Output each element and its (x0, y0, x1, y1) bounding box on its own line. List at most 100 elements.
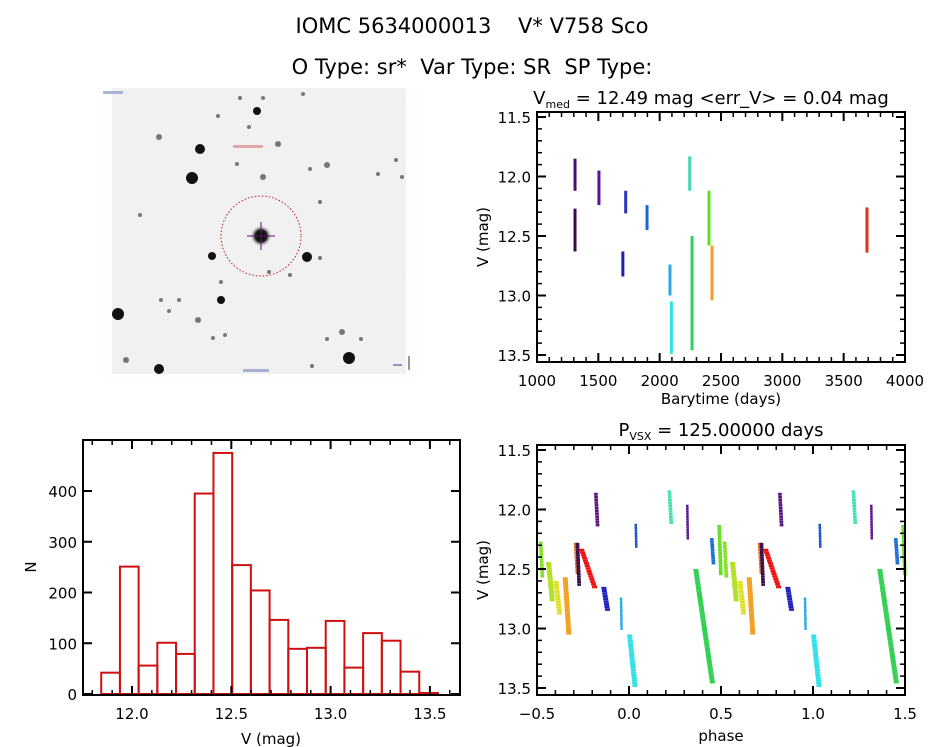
phase-point (585, 567, 591, 570)
phase-point (870, 528, 873, 532)
phase-plot-ylabel: V (mag) (474, 540, 492, 600)
phase-point (749, 626, 755, 630)
phase-point (717, 530, 722, 533)
phase-point (577, 577, 581, 581)
phase-point (575, 550, 580, 554)
phase-point (778, 506, 783, 510)
phase-point (595, 520, 600, 524)
histogram-ylabel: N (22, 561, 40, 572)
x-tick-label: 4000 (886, 372, 924, 390)
phase-point (634, 529, 638, 532)
phase-point (601, 589, 607, 593)
phase-point (887, 637, 893, 641)
phase-point (583, 561, 589, 565)
phase-point (619, 600, 623, 603)
phase-point (694, 576, 700, 580)
field-star (302, 252, 312, 262)
phase-point (895, 559, 900, 562)
phase-point (813, 652, 819, 656)
phase-point (697, 599, 703, 603)
phase-point (733, 598, 739, 602)
histogram-bar (362, 632, 383, 695)
phase-point (718, 546, 722, 549)
phase-point (555, 600, 561, 604)
field-star (359, 337, 363, 341)
phase-point (894, 543, 899, 546)
phase-point (562, 577, 568, 580)
phase-point (730, 564, 736, 568)
phase-point (711, 556, 715, 560)
phase-point (564, 603, 570, 606)
phase-point (565, 616, 571, 620)
phase-point (553, 580, 559, 584)
phase-point (630, 666, 636, 669)
phase-point (881, 596, 887, 600)
phase-point (894, 551, 899, 554)
field-star (247, 125, 251, 129)
histogram-bars (100, 451, 439, 696)
field-star (238, 96, 242, 100)
phase-point (747, 582, 753, 586)
phase-point (894, 540, 898, 544)
phase-point (888, 647, 894, 651)
phase-point (539, 558, 544, 561)
histogram-bar (137, 664, 159, 696)
phase-point (787, 597, 793, 601)
phase-point (668, 512, 673, 516)
phase-point (564, 606, 570, 609)
phase-point (577, 580, 581, 584)
phase-point (884, 614, 890, 618)
x-tick-label: 12.0 (115, 705, 148, 723)
phase-point (723, 547, 727, 550)
phase-point (601, 586, 607, 590)
phase-point (575, 545, 580, 549)
phase-point (718, 548, 722, 552)
y-tick-label: 13.0 (498, 288, 531, 306)
phase-point (759, 542, 764, 546)
histogram-bar (249, 589, 271, 695)
phase-point (732, 590, 738, 594)
phase-point (620, 619, 623, 622)
phase-point (604, 605, 610, 609)
light-curve-xlabel: Barytime (days) (661, 390, 781, 408)
phase-point (634, 523, 638, 527)
phase-point (696, 591, 702, 595)
phase-point (565, 613, 571, 617)
phase-point (634, 542, 638, 546)
phase-point (718, 559, 723, 562)
phase-point (818, 526, 822, 530)
phase-point (724, 572, 729, 575)
phase-point (748, 598, 754, 601)
field-star (216, 114, 220, 118)
phase-point (749, 621, 755, 625)
phase-point (724, 569, 728, 572)
phase-point (804, 611, 807, 614)
phase-plot-chart: PVSX = 125.00000 days 11.5 12.0 12.5 13.0 13… (474, 420, 917, 745)
phase-point (632, 684, 638, 688)
phase-point (562, 579, 568, 583)
phase-point (750, 632, 756, 635)
phase-point (803, 608, 807, 611)
phase-point (760, 567, 765, 570)
phase-point (705, 650, 711, 653)
phase-point (738, 589, 744, 592)
phase-point (901, 527, 906, 531)
phase-point (759, 550, 764, 554)
field-star (186, 172, 198, 184)
phase-point (564, 600, 570, 604)
phase-point (709, 678, 715, 681)
phase-point (778, 504, 783, 507)
phase-point (803, 600, 807, 603)
phase-point (686, 526, 689, 529)
histogram-bar (287, 647, 309, 696)
field-star (260, 174, 266, 180)
field-star (318, 200, 322, 204)
phase-point (779, 518, 784, 521)
phase-point (879, 581, 885, 585)
phase-point (718, 551, 722, 555)
phase-point (878, 576, 884, 580)
field-star (123, 357, 129, 363)
histogram-bar (380, 639, 402, 696)
phase-point (750, 629, 756, 633)
phase-point (819, 545, 822, 548)
